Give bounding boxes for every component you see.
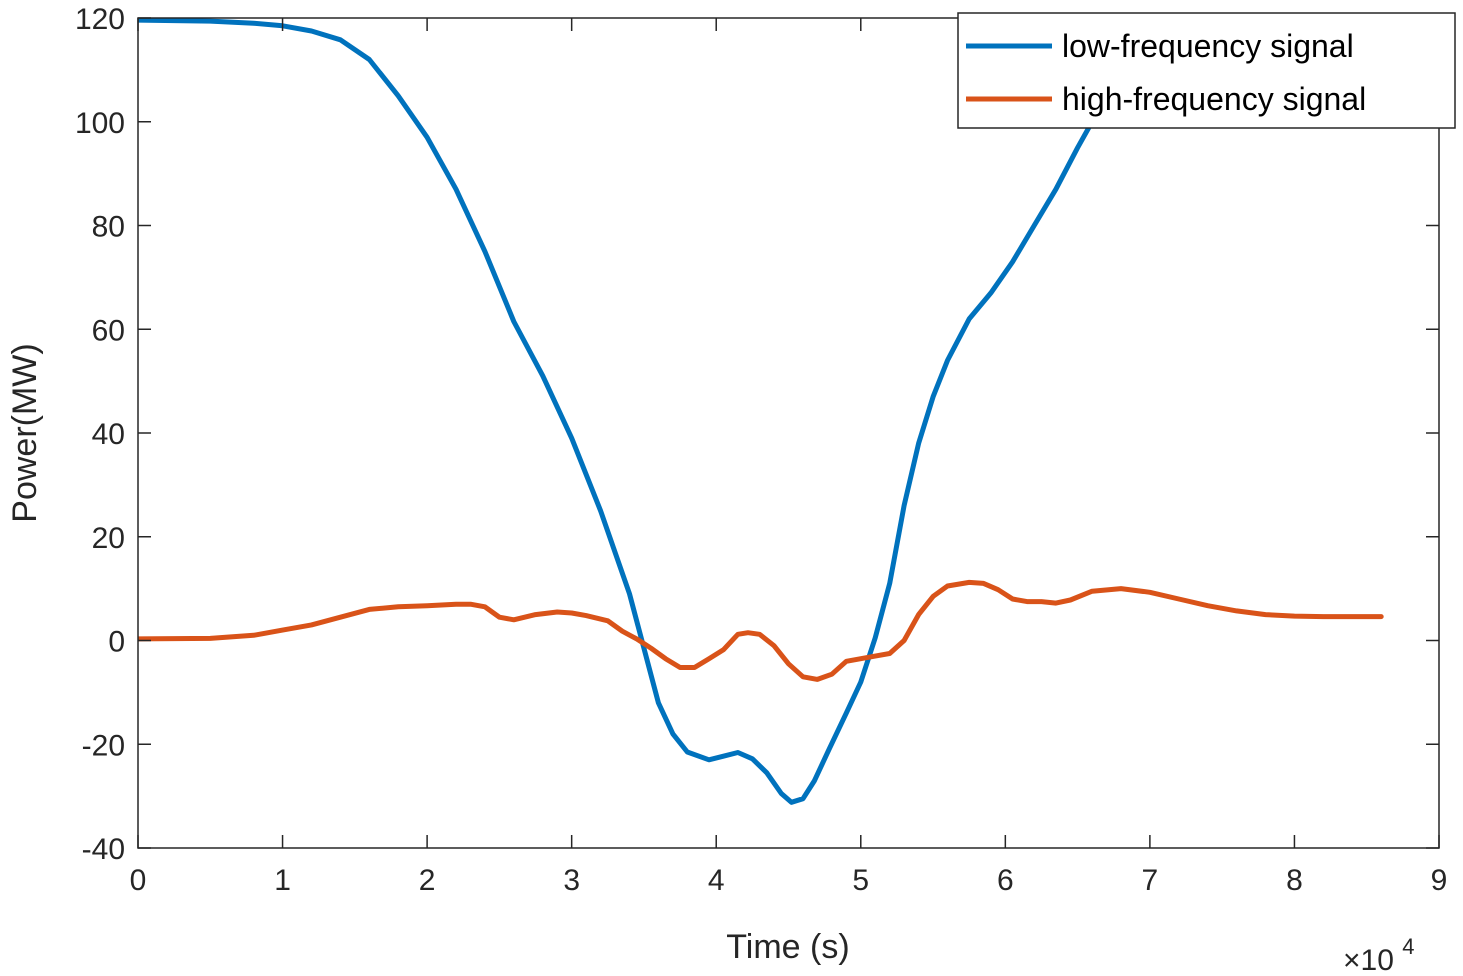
x-tick-label: 5 [852, 864, 869, 897]
x-axis-title: Time (s) [726, 928, 849, 966]
x-tick-label: 4 [708, 864, 725, 897]
y-tick-label: 20 [92, 522, 125, 555]
y-tick-label: 120 [75, 3, 125, 36]
x-tick-label: 2 [419, 864, 436, 897]
y-tick-label: 100 [75, 107, 125, 140]
y-tick-label: -20 [82, 729, 125, 762]
y-tick-label: 60 [92, 314, 125, 347]
x-axis-exponent: ×10 4 [1343, 934, 1414, 976]
x-exponent-base: ×10 [1343, 944, 1394, 976]
x-tick-label: 9 [1431, 864, 1448, 897]
x-tick-label: 0 [130, 864, 147, 897]
plot-background [138, 18, 1439, 848]
y-tick-label: 40 [92, 418, 125, 451]
y-axis-title: Power(MW) [6, 343, 44, 522]
legend: low-frequency signal high-frequency sign… [957, 12, 1456, 129]
series-line-low-frequency [138, 18, 1095, 805]
y-tick-label: 80 [92, 211, 125, 244]
x-tick-label: 3 [563, 864, 580, 897]
y-tick-label: -40 [82, 833, 125, 866]
series-line-high-frequency [138, 579, 1384, 682]
svg-text:×10 4: ×10 4 [1343, 934, 1414, 976]
y-tick-label: 0 [108, 626, 125, 659]
legend-label-low-frequency: low-frequency signal [1062, 28, 1354, 64]
series-layer [138, 18, 1384, 805]
x-tick-label: 7 [1142, 864, 1159, 897]
x-tick-label: 1 [274, 864, 291, 897]
legend-box [957, 12, 1456, 129]
x-exponent-power: 4 [1402, 934, 1414, 959]
legend-label-high-frequency: high-frequency signal [1062, 81, 1366, 117]
x-tick-label: 8 [1286, 864, 1303, 897]
x-tick-label: 6 [997, 864, 1014, 897]
tick-layer: 0 1 2 3 4 5 6 7 8 9 -40 -20 0 20 40 60 80 100 120 [75, 3, 1447, 897]
